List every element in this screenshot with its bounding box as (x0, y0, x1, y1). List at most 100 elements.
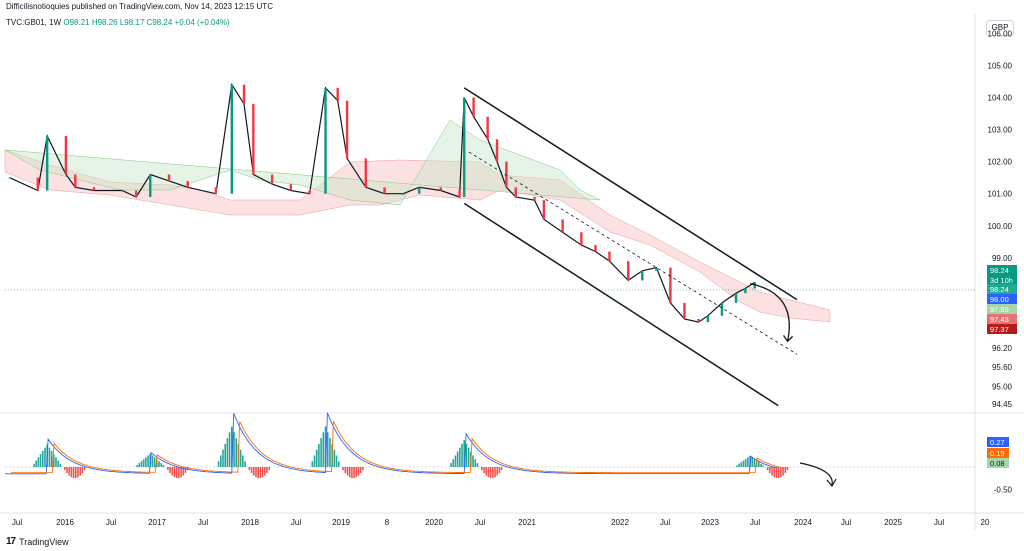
macd-histogram-bar (313, 455, 316, 467)
price-candle[interactable] (669, 267, 672, 303)
price-candle[interactable] (149, 174, 152, 197)
price-candle[interactable] (135, 190, 138, 197)
macd-histogram-bar (357, 467, 360, 476)
price-candle[interactable] (697, 318, 700, 323)
price-candle[interactable] (458, 190, 461, 197)
macd-histogram-bar (762, 465, 765, 467)
x-axis-tick-label: Jul (841, 518, 851, 527)
macd-histogram-bar (753, 458, 756, 467)
projection-arrow[interactable] (749, 282, 790, 342)
price-candle[interactable] (64, 135, 68, 175)
price-candle[interactable] (402, 193, 405, 195)
price-candle[interactable] (74, 174, 77, 188)
price-candle[interactable] (533, 196, 536, 201)
x-axis-tick-label: Jul (12, 518, 22, 527)
price-candle[interactable] (641, 270, 644, 281)
price-candle[interactable] (383, 187, 386, 194)
price-candle[interactable] (472, 97, 475, 117)
price-candle[interactable] (734, 293, 738, 303)
price-candle[interactable] (608, 251, 611, 262)
price-candle[interactable] (683, 302, 686, 319)
macd-histogram-bar (465, 443, 468, 467)
price-candle[interactable] (308, 190, 311, 194)
macd-histogram-bar (239, 449, 242, 467)
price-candle[interactable] (45, 135, 49, 191)
price-candle[interactable] (214, 187, 218, 194)
x-axis-tick-label: 2016 (56, 518, 74, 527)
y-axis-tick-label: 106.00 (988, 29, 1013, 38)
macd-histogram-bar (454, 455, 457, 467)
price-candle[interactable] (744, 288, 747, 294)
macd-histogram-bar (253, 467, 255, 476)
price-candle[interactable] (364, 158, 368, 188)
symbol-name[interactable]: TVC:GB01, 1W (6, 18, 62, 27)
price-candle[interactable] (561, 219, 564, 233)
price-candle[interactable] (324, 87, 327, 194)
macd-histogram-bar (224, 443, 227, 467)
macd-histogram-bar (66, 467, 68, 474)
macd-histogram-bar (261, 467, 264, 478)
macd-histogram-bar (463, 440, 466, 467)
price-candle[interactable] (252, 103, 255, 175)
price-candle[interactable] (594, 245, 597, 252)
macd-histogram-bar (180, 467, 182, 478)
price-candle[interactable] (514, 187, 517, 197)
macd-histogram-bar (344, 467, 347, 474)
price-candle[interactable] (706, 315, 710, 323)
y-axis-tick-label: 95.60 (992, 363, 1013, 372)
price-candle[interactable] (270, 174, 274, 185)
macd-histogram-bar (52, 454, 55, 467)
macd-histogram-bar (173, 467, 176, 478)
macd-histogram-bar (68, 467, 70, 476)
price-candle[interactable] (8, 177, 11, 179)
y-axis-tick-label: 105.00 (988, 61, 1013, 70)
price-candle[interactable] (542, 200, 546, 220)
price-candle[interactable] (345, 100, 349, 159)
macd-histogram-bar (77, 467, 79, 478)
y-axis-tick-label: 101.00 (988, 190, 1013, 199)
currency-badge[interactable]: GBP (986, 20, 1014, 36)
price-candle[interactable] (439, 187, 442, 191)
channel-upper-line[interactable] (463, 87, 798, 301)
macd-histogram-bar (222, 449, 224, 467)
price-candle[interactable] (120, 190, 124, 192)
price-candle[interactable] (167, 174, 171, 181)
price-series-line[interactable] (9, 82, 756, 323)
macd-line[interactable] (5, 412, 778, 475)
price-candle[interactable] (580, 232, 583, 246)
price-candle[interactable] (289, 184, 293, 191)
price-candle[interactable] (36, 177, 40, 191)
macd-histogram-bar (167, 467, 169, 471)
price-candle[interactable] (720, 302, 724, 316)
price-tag-label: 97.43 (990, 315, 1009, 324)
price-candle[interactable] (336, 87, 339, 101)
macd-histogram-bar (264, 467, 266, 476)
macd-histogram-bar (474, 459, 477, 467)
macd-histogram-bar (492, 467, 494, 479)
price-candle[interactable] (627, 261, 630, 281)
price-candle[interactable] (655, 267, 658, 271)
price-candle[interactable] (486, 116, 489, 140)
macd-histogram-bar (467, 447, 470, 467)
channel-mid-dashed-line[interactable] (468, 151, 798, 355)
macd-histogram-bar (33, 463, 35, 467)
price-candle[interactable] (418, 187, 421, 194)
price-candle[interactable] (505, 161, 508, 188)
price-tag-bg (987, 265, 1017, 275)
price-candle[interactable] (242, 84, 246, 104)
price-candle[interactable] (230, 84, 234, 194)
price-candle[interactable] (463, 97, 466, 197)
macd-histogram-bar (777, 467, 780, 479)
brand-name[interactable]: TradingView (19, 536, 69, 547)
x-axis-tick-label: Jul (198, 518, 208, 527)
macd-histogram-bar (318, 443, 320, 467)
signal-line[interactable] (11, 420, 784, 474)
channel-lower-line[interactable] (463, 202, 779, 407)
macd-histogram-bar (44, 447, 46, 467)
macd-histogram-bar (228, 432, 231, 467)
price-candle[interactable] (495, 139, 499, 162)
price-candle[interactable] (186, 180, 189, 188)
price-candle[interactable] (92, 187, 96, 191)
macd-histogram-bar (145, 457, 147, 467)
